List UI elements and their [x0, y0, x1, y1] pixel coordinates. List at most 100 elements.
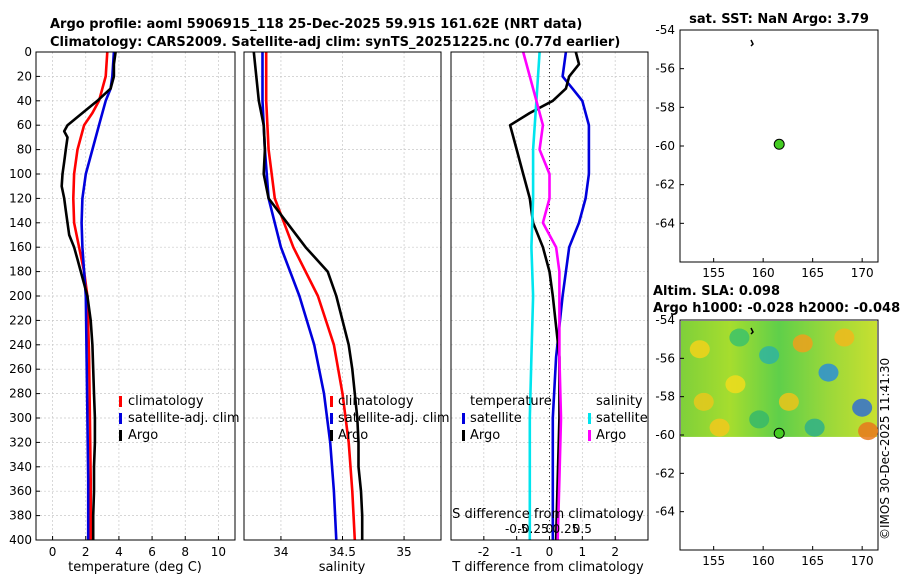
sst-map-y-ticks: -54 -56 -58 -60 -62 -64 — [655, 23, 684, 230]
difference-series — [508, 51, 591, 541]
legend-header-temperature: temperature — [470, 394, 552, 409]
sla-anomaly-blob — [818, 363, 839, 382]
depth-tick-label: 360 — [9, 484, 32, 498]
difference-grid — [451, 51, 648, 541]
salinity-x-ticks: 34 34.5 35 — [273, 536, 412, 559]
sst-map-coastline — [750, 39, 754, 47]
sla-map-title-1: Altim. SLA: 0.098 — [653, 284, 780, 299]
depth-tick-label: 240 — [9, 338, 32, 352]
argo-float-marker — [773, 138, 785, 150]
temperature-legend: climatology satellite-adj. clim Argo — [119, 394, 240, 443]
x-tick-label: 34.5 — [329, 545, 356, 559]
x-tick-label: -1 — [511, 545, 523, 559]
sla-anomaly-blob — [729, 328, 750, 347]
salinity-series — [252, 51, 364, 541]
x-tick-label: 10 — [211, 545, 226, 559]
map-y-tick-label: -60 — [655, 428, 675, 442]
legend-swatch-climatology — [119, 396, 122, 407]
series-line-argo — [60, 51, 117, 540]
map-y-tick-label: -64 — [655, 505, 675, 519]
legend-swatch-temp-argo — [462, 430, 465, 441]
sla-map-x-ticks: 155 160 165 170 — [702, 546, 874, 568]
sla-anomaly-blob — [834, 328, 855, 347]
x-tick-label: 2 — [82, 545, 90, 559]
sst-map-panel: sat. SST: NaN Argo: 3.79 155 160 165 170 -5… — [655, 12, 879, 280]
sla-map-panel: Altim. SLA: 0.098 Argo h1000: -0.028 h20… — [653, 284, 900, 568]
depth-tick-label: 180 — [9, 265, 32, 279]
x-tick-label: 1 — [579, 545, 587, 559]
temperature-panel: 0 2 4 6 8 10 0 20 40 60 80 100 120 140 160 180 200 220 24… — [9, 45, 240, 575]
depth-tick-label: 40 — [17, 94, 32, 108]
sla-anomaly-blob — [749, 410, 770, 429]
s-tick-label: 0.5 — [573, 522, 592, 536]
s-tick-label: 0 — [546, 522, 554, 536]
map-y-tick-label: -62 — [655, 466, 675, 480]
legend-label-satellite: satellite-adj. clim — [128, 411, 240, 426]
depth-tick-label: 120 — [9, 191, 32, 205]
legend-swatch-argo — [330, 430, 333, 441]
sla-map-title-2: Argo h1000: -0.028 h2000: -0.048 — [653, 301, 900, 316]
sla-anomaly-blob — [858, 422, 879, 441]
temperature-x-ticks: 0 2 4 6 8 10 — [49, 536, 226, 559]
x-tick-label: 4 — [115, 545, 123, 559]
depth-tick-label: 80 — [17, 143, 32, 157]
x-tick-label: 8 — [181, 545, 189, 559]
map-y-tick-label: -58 — [655, 100, 675, 114]
legend-label-temp-argo: Argo — [470, 428, 500, 443]
temperature-x-label: temperature (deg C) — [68, 560, 202, 575]
salinity-grid — [244, 51, 441, 541]
x-tick-label: -2 — [478, 545, 490, 559]
sla-anomaly-blob — [725, 375, 746, 394]
x-tick-label: 35 — [396, 545, 411, 559]
map-x-tick-label: 165 — [801, 266, 824, 280]
series-line-salinity-satellite — [528, 51, 541, 540]
sla-anomaly-blob — [852, 398, 873, 417]
title-line-2: Climatology: CARS2009. Satellite-adj cli… — [50, 35, 620, 50]
legend-label-sal-satellite: satellite — [596, 411, 648, 426]
legend-label-satellite: satellite-adj. clim — [338, 411, 450, 426]
depth-tick-label: 260 — [9, 362, 32, 376]
depth-tick-label: 320 — [9, 435, 32, 449]
x-tick-label: 0 — [49, 545, 57, 559]
depth-tick-label: 160 — [9, 240, 32, 254]
legend-swatch-argo — [119, 430, 122, 441]
depth-tick-label: 280 — [9, 387, 32, 401]
depth-tick-label: 0 — [24, 45, 32, 59]
depth-tick-label: 380 — [9, 509, 32, 523]
x-tick-label: 0 — [546, 545, 554, 559]
depth-tick-label: 340 — [9, 460, 32, 474]
sla-anomaly-blob — [693, 392, 714, 411]
t-difference-x-label: T difference from climatology — [451, 560, 644, 575]
depth-tick-label: 200 — [9, 289, 32, 303]
legend-header-salinity: salinity — [596, 394, 643, 409]
s-tick-label: 0.25 — [553, 522, 580, 536]
depth-tick-label: 220 — [9, 313, 32, 327]
map-x-tick-label: 165 — [801, 554, 824, 568]
legend-swatch-sal-argo — [588, 430, 591, 441]
salinity-legend: climatology satellite-adj. clim Argo — [330, 394, 450, 443]
sla-anomaly-blob — [689, 340, 710, 359]
sla-anomaly-blob — [709, 418, 730, 437]
sst-map-points — [773, 138, 785, 150]
depth-tick-label: 20 — [17, 69, 32, 83]
legend-label-sal-argo: Argo — [596, 428, 626, 443]
map-y-tick-label: -56 — [655, 62, 675, 76]
temperature-grid — [36, 51, 235, 541]
series-line-salinity-argo — [521, 51, 563, 541]
sla-heatmap-field — [681, 321, 879, 441]
sla-map-coastline — [750, 327, 754, 335]
depth-tick-label: 300 — [9, 411, 32, 425]
x-tick-label: 34 — [273, 545, 288, 559]
salinity-x-label: salinity — [319, 560, 366, 575]
difference-panel: -2 -1 0 1 2 -0.5-0.250 0.250.5 S difference f… — [450, 51, 649, 575]
argo-float-marker — [773, 427, 785, 439]
legend-swatch-climatology — [330, 396, 333, 407]
map-x-tick-label: 170 — [851, 266, 874, 280]
sla-anomaly-blob — [778, 392, 799, 411]
map-x-tick-label: 155 — [702, 554, 725, 568]
legend-swatch-sal-satellite — [588, 413, 591, 424]
map-x-tick-label: 160 — [752, 554, 775, 568]
map-y-tick-label: -54 — [655, 313, 675, 327]
map-y-tick-label: -64 — [655, 216, 675, 230]
